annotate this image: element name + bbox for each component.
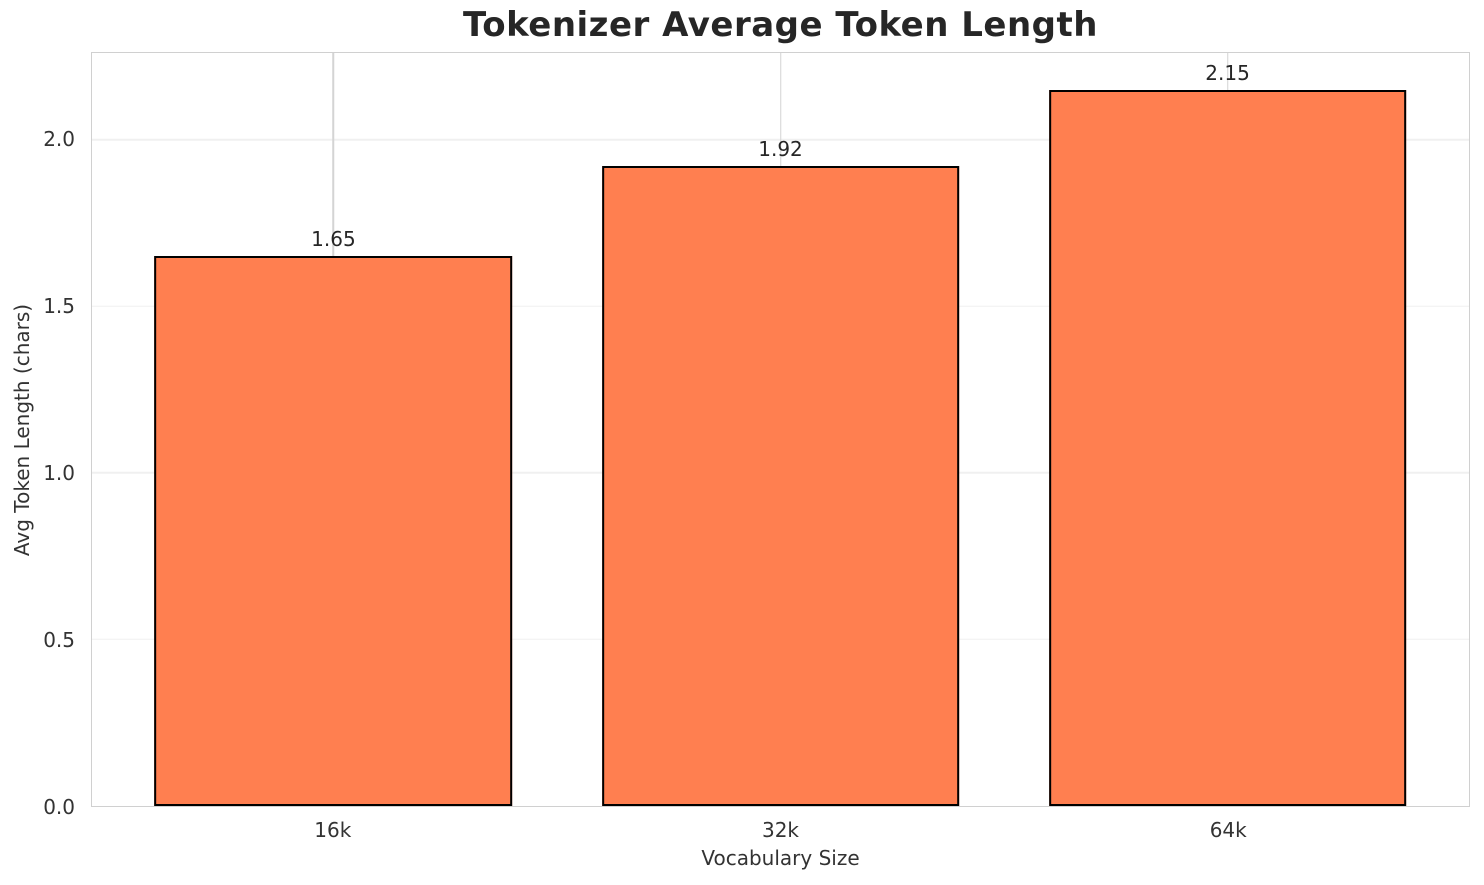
bar-value-label: 2.15 bbox=[1205, 60, 1250, 85]
y-axis-label: Avg Token Length (chars) bbox=[10, 303, 34, 557]
bar-value-label: 1.65 bbox=[311, 227, 356, 252]
bar-16k: 1.65 bbox=[154, 227, 513, 806]
y-tick-label: 0.0 bbox=[43, 795, 75, 819]
x-tick-label: 16k bbox=[314, 818, 352, 842]
y-tick-label: 1.5 bbox=[43, 293, 75, 318]
y-tick-label: 1.0 bbox=[43, 460, 75, 485]
x-axis-label: Vocabulary Size bbox=[701, 846, 860, 870]
bar-32k: 1.92 bbox=[601, 137, 960, 806]
bar-64k: 2.15 bbox=[1048, 61, 1407, 806]
chart-title: Tokenizer Average Token Length bbox=[463, 5, 1098, 45]
y-tick-label: 2.0 bbox=[43, 126, 75, 151]
x-tick-label: 32k bbox=[761, 818, 800, 842]
x-tick-label: 64k bbox=[1209, 818, 1247, 842]
plot-area: 1.65 1.92 2.15 bbox=[91, 52, 1470, 807]
y-tick-label: 0.5 bbox=[43, 627, 75, 652]
bar-value-label: 1.92 bbox=[758, 137, 803, 162]
